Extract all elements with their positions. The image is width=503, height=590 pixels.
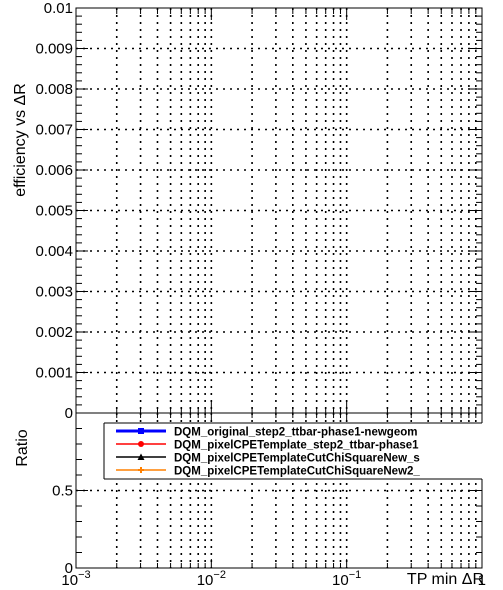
y-tick-label: 0.003 — [35, 284, 73, 301]
x-tick-label: 10−3 — [61, 569, 90, 589]
x-axis-title: TP min ΔR — [407, 571, 484, 588]
legend-marker-triangle — [137, 453, 145, 460]
y-tick-label: 0.01 — [44, 0, 73, 17]
y-tick-label: 0.002 — [35, 324, 73, 341]
legend-entry-label: DQM_pixelCPETemplateCutChiSquareNew2_ — [174, 466, 420, 478]
x-tick-base: 10 — [197, 572, 214, 589]
legend-box — [104, 423, 503, 479]
y-tick-label: 0.001 — [35, 365, 73, 382]
legend: DQM_original_step2_ttbar-phase1-newgeomD… — [103, 422, 503, 480]
y-tick-label: 0.004 — [35, 243, 73, 260]
y-tick-label: 0.005 — [35, 203, 73, 220]
y-tick-label: 0 — [65, 405, 73, 422]
legend-marker-circle — [138, 441, 144, 447]
y-axis-title: efficiency vs ΔR — [12, 83, 29, 197]
y-tick-label: 0.009 — [35, 41, 73, 58]
y-tick-label: 0.006 — [35, 162, 73, 179]
legend-entry-label: DQM_pixelCPETemplateCutChiSquareNew_s — [174, 453, 420, 465]
legend-marker-square — [138, 428, 144, 434]
x-tick-exponent: −3 — [78, 569, 91, 581]
x-tick-base: 1 — [478, 572, 486, 589]
y-tick-label: 0.5 — [52, 483, 73, 500]
x-tick-base: 10 — [61, 572, 78, 589]
efficiency-panel: 0 0.001 0.002 0.003 0.004 0.005 0.006 0.007 0.00… — [12, 0, 483, 422]
x-tick-label: 10−2 — [197, 569, 226, 589]
legend-entry-label: DQM_original_step2_ttbar-phase1-newgeom — [174, 427, 417, 439]
y-tick-label: 0.008 — [35, 81, 73, 98]
x-tick-label: 10−1 — [332, 569, 361, 589]
ratio-axis-title: Ratio — [14, 429, 31, 466]
legend-entry-label: DQM_pixelCPETemplate_step2_ttbar-phase1 — [174, 440, 419, 452]
x-tick-exponent: −2 — [213, 569, 226, 581]
x-tick-exponent: −1 — [349, 569, 362, 581]
x-tick-label: 1 — [478, 572, 486, 589]
y-tick-label: 0 — [65, 560, 73, 577]
y-tick-label: 0.007 — [35, 122, 73, 139]
x-tick-base: 10 — [332, 572, 349, 589]
